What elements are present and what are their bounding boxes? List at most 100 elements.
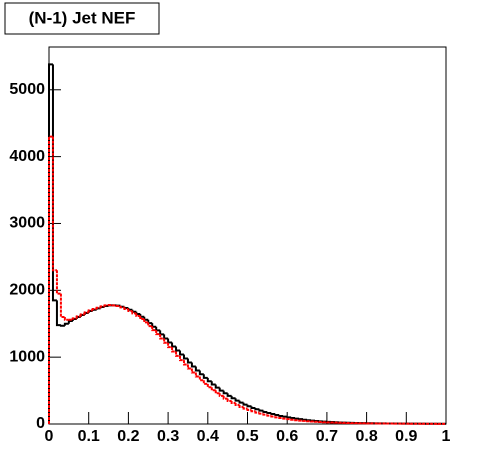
histogram-bin [83, 311, 89, 315]
histogram-bin [290, 416, 296, 419]
histogram-bin [214, 384, 220, 389]
histogram-bin [254, 407, 260, 411]
histogram-bin [71, 317, 77, 320]
x-tick-label: 0.9 [395, 428, 417, 445]
histogram-bin [246, 408, 252, 411]
histogram-bin [226, 393, 232, 397]
histogram-bin [179, 355, 184, 362]
chart-title: (N-1) Jet NEF [29, 8, 136, 27]
histogram-bin [270, 415, 276, 418]
histogram-bin [127, 309, 133, 313]
histogram-bin [282, 417, 288, 420]
x-tick-label: 0 [45, 428, 54, 445]
histogram-bin [99, 305, 105, 308]
histogram-bin [163, 334, 169, 340]
histogram-bin [91, 308, 97, 311]
histogram-bin [67, 320, 73, 324]
histogram-bin [242, 402, 248, 406]
y-tick-label: 0 [36, 415, 45, 432]
histogram-bin [250, 409, 256, 413]
histogram-bin [182, 354, 188, 360]
histogram-bin [246, 404, 252, 408]
y-tick-label: 5000 [9, 81, 45, 98]
plot-frame [48, 46, 447, 425]
histogram-bin [238, 400, 244, 404]
histogram-bin [139, 316, 145, 321]
histogram-bin [79, 313, 85, 317]
histogram-bin [55, 300, 61, 327]
histogram-bin [190, 362, 196, 368]
y-tick-label: 4000 [9, 148, 45, 165]
histogram-bin [238, 404, 244, 408]
histogram-bin [210, 381, 216, 386]
histogram-bin [302, 418, 308, 421]
histogram-bin [258, 409, 264, 412]
histogram-bin [206, 383, 212, 389]
histogram-bin [282, 415, 288, 418]
histogram-bin [95, 306, 101, 310]
histogram-bin [234, 398, 240, 402]
histogram-bin [298, 418, 304, 421]
histogram-bin [186, 364, 192, 370]
histogram-bin [151, 326, 157, 332]
x-tick-label: 0.7 [316, 428, 338, 445]
histogram-bin [258, 412, 264, 415]
histogram-bin [266, 414, 272, 417]
histogram-bin [278, 414, 284, 417]
histogram-bin [270, 412, 276, 415]
x-tick-label: 0.2 [117, 428, 139, 445]
histogram-bin [194, 372, 200, 378]
histogram-bin [143, 319, 149, 324]
histogram-bin [159, 330, 165, 336]
x-tick-label: 0.6 [276, 428, 298, 445]
histogram-bin [167, 338, 173, 344]
histogram-bin [123, 307, 129, 311]
y-tick-label: 2000 [9, 282, 45, 299]
histogram-bin [103, 304, 109, 307]
histogram-bin [147, 322, 153, 328]
histogram-bin [234, 402, 240, 406]
histogram-bin [230, 400, 236, 404]
histogram-bin [198, 376, 204, 382]
histogram-bin [218, 393, 224, 397]
histogram-bin [135, 313, 141, 318]
histogram-bin [163, 338, 169, 344]
histogram-bin [294, 417, 300, 420]
histogram-bin [262, 410, 268, 413]
histogram-bin [186, 358, 192, 364]
histogram-bin [226, 398, 232, 402]
histogram-bin [278, 416, 284, 419]
histogram-bin [286, 418, 292, 421]
histogram-bin [254, 411, 260, 414]
histogram-bin [262, 413, 268, 416]
histogram-bin [55, 270, 61, 295]
histogram-bin [155, 330, 161, 336]
x-tick-label: 0.8 [355, 428, 377, 445]
histogram-bin [59, 293, 65, 319]
histogram-bin [214, 390, 220, 395]
histogram-bin [286, 416, 292, 419]
histogram-bin [119, 306, 125, 309]
histogram-bin [222, 395, 228, 400]
histogram-bin [194, 366, 200, 372]
histogram-bin [155, 326, 161, 332]
histogram-bin [250, 406, 256, 409]
x-tick-label: 0.4 [197, 428, 219, 445]
title-box [4, 2, 160, 35]
histogram-bin [115, 305, 121, 308]
x-tick-label: 1 [442, 428, 451, 445]
histogram-bin [175, 351, 181, 357]
histogram-bin [202, 380, 208, 385]
x-tick-label: 0.3 [157, 428, 179, 445]
histogram-bin [63, 322, 69, 326]
histogram-bin [175, 346, 181, 352]
histogram-bin [274, 413, 280, 416]
histogram-bin [198, 370, 204, 376]
histogram-bin [171, 342, 177, 348]
histogram-bin [167, 342, 173, 349]
histogram-bin [51, 136, 57, 272]
histogram-bin [59, 324, 65, 327]
histogram-bin [202, 374, 208, 379]
histogram-bin [131, 311, 137, 315]
